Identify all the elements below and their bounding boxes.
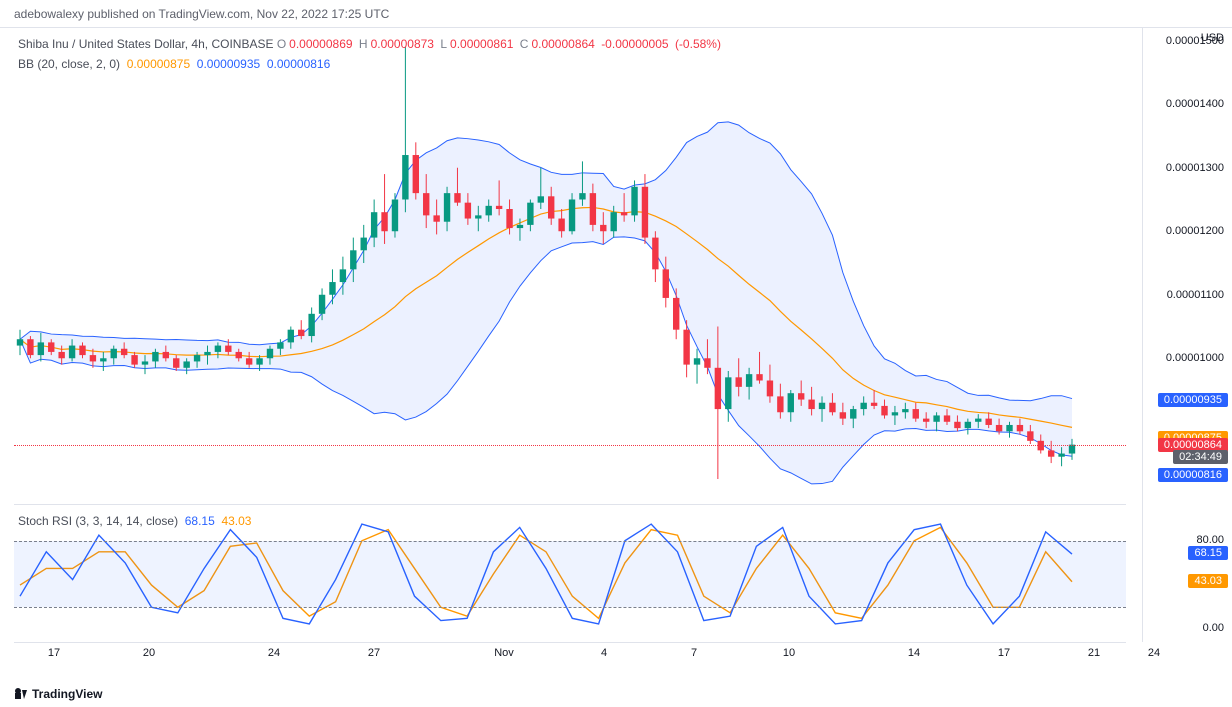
price-chart[interactable] — [14, 28, 1126, 498]
publish-header: adebowalexy published on TradingView.com… — [0, 0, 1232, 28]
publish-text: adebowalexy published on TradingView.com… — [14, 7, 389, 21]
y-axis[interactable]: USD 0.000015000.000014000.000013000.0000… — [1142, 28, 1232, 642]
rsi-lower-band — [14, 607, 1126, 608]
y-tick: 80.00 — [1196, 534, 1224, 546]
x-tick: 24 — [1148, 647, 1160, 659]
stoch-legend: Stoch RSI (3, 3, 14, 14, close) 68.15 43… — [18, 511, 251, 531]
x-tick: 17 — [48, 647, 60, 659]
y-tick: 0.00 — [1203, 622, 1224, 634]
tv-logo-text: TradingView — [32, 687, 102, 701]
bb-title: BB (20, close, 2, 0) — [18, 57, 120, 71]
y-price-tag: 02:34:49 — [1173, 450, 1228, 464]
main-legend: Shiba Inu / United States Dollar, 4h, CO… — [18, 34, 724, 75]
last-price-line — [14, 445, 1126, 446]
main-pane[interactable]: Shiba Inu / United States Dollar, 4h, CO… — [14, 28, 1126, 498]
x-tick: 27 — [368, 647, 380, 659]
x-tick: 21 — [1088, 647, 1100, 659]
stoch-title: Stoch RSI (3, 3, 14, 14, close) — [18, 514, 178, 528]
y-price-tag: 0.00000935 — [1158, 393, 1228, 407]
x-tick: 7 — [691, 647, 697, 659]
rsi-upper-band — [14, 541, 1126, 542]
tradingview-logo[interactable]: TradingView — [14, 687, 102, 701]
y-price-tag: 68.15 — [1188, 546, 1228, 560]
x-tick: Nov — [494, 647, 514, 659]
y-tick: 0.00001300 — [1166, 162, 1224, 174]
y-tick: 0.00001100 — [1167, 289, 1224, 301]
y-tick: 0.00001500 — [1166, 35, 1224, 47]
y-tick: 0.00001000 — [1166, 352, 1224, 364]
x-tick: 20 — [143, 647, 155, 659]
x-axis[interactable]: 17202427Nov471014172124 — [14, 642, 1126, 668]
x-tick: 4 — [601, 647, 607, 659]
y-price-tag: 0.00000816 — [1158, 468, 1228, 482]
y-tick: 0.00001400 — [1166, 98, 1224, 110]
symbol-title: Shiba Inu / United States Dollar, 4h, CO… — [18, 37, 273, 51]
x-tick: 10 — [783, 647, 795, 659]
x-tick: 14 — [908, 647, 920, 659]
x-tick: 24 — [268, 647, 280, 659]
y-tick: 0.00001200 — [1166, 225, 1224, 237]
stoch-pane[interactable]: Stoch RSI (3, 3, 14, 14, close) 68.15 43… — [14, 504, 1126, 642]
chart-container[interactable]: Shiba Inu / United States Dollar, 4h, CO… — [14, 28, 1126, 642]
tv-logo-icon — [14, 687, 28, 701]
x-tick: 17 — [998, 647, 1010, 659]
rsi-band-fill — [14, 541, 1126, 608]
y-price-tag: 43.03 — [1188, 574, 1228, 588]
